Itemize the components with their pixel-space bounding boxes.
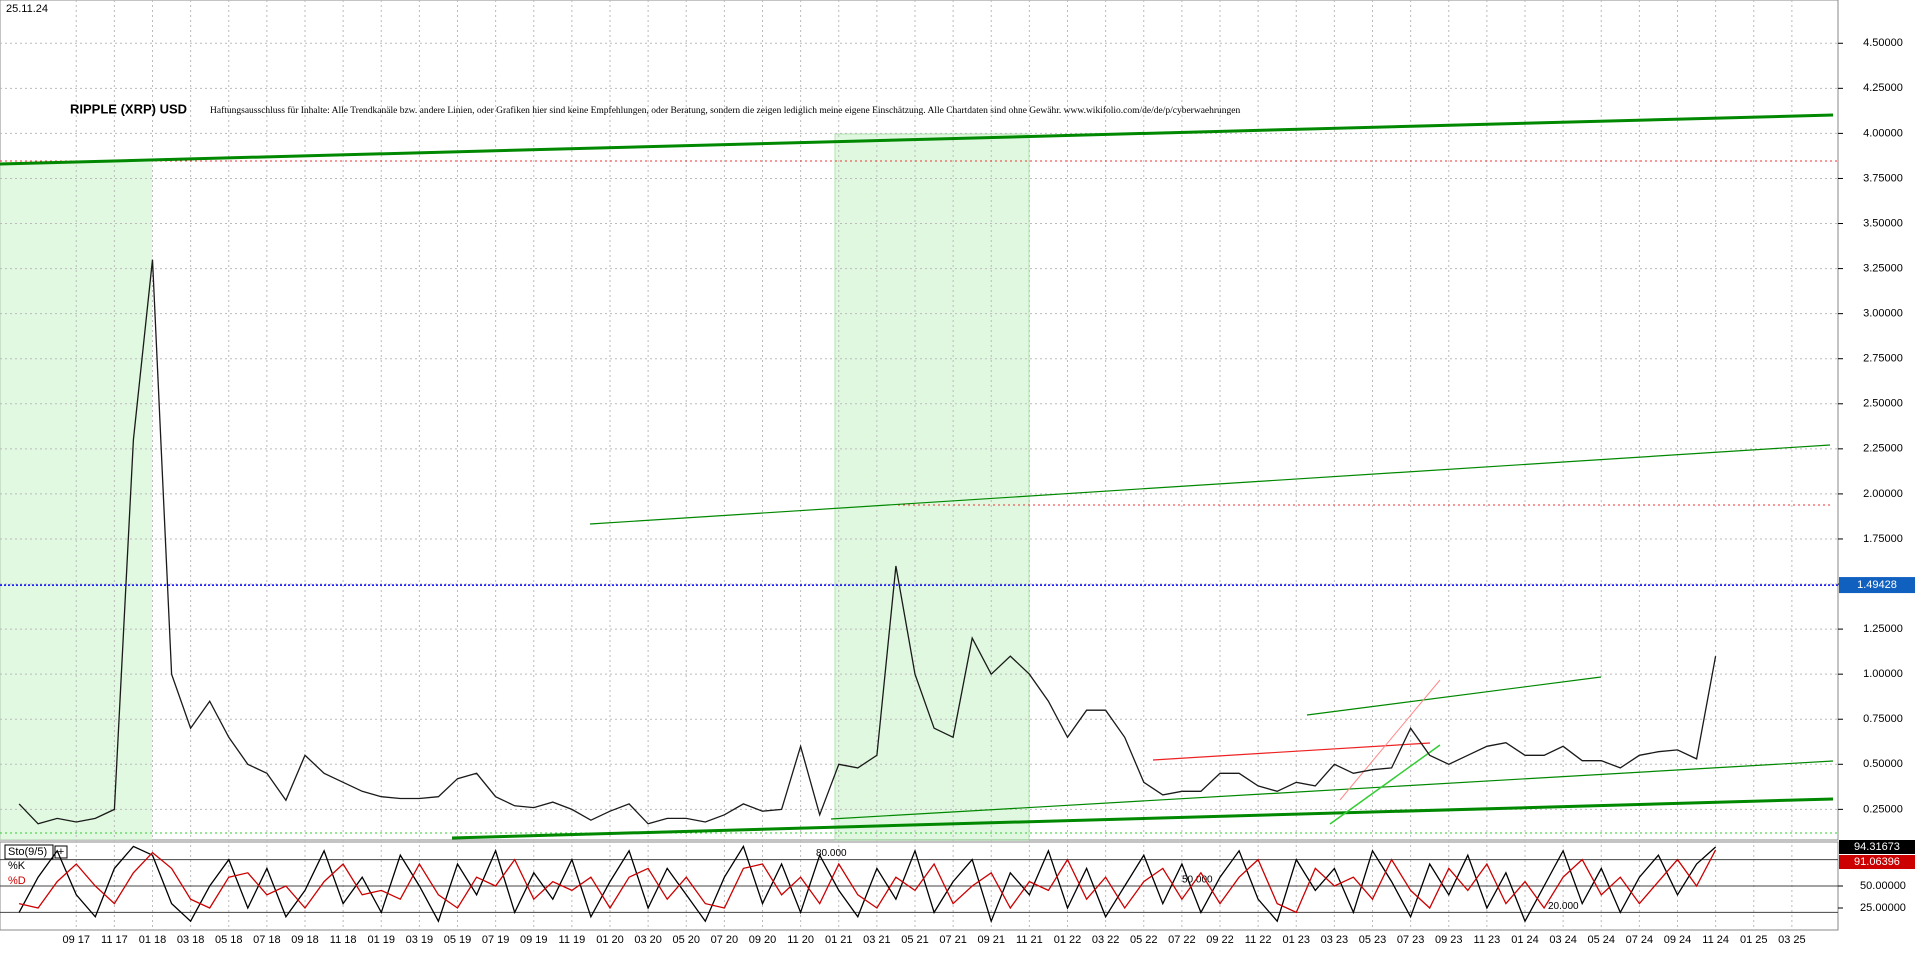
highlight-zone bbox=[834, 133, 1030, 841]
x-tick-label: 05 21 bbox=[901, 934, 929, 946]
legend-entry: %D bbox=[8, 875, 26, 887]
y-tick-label: 1.25000 bbox=[1863, 623, 1903, 635]
y-tick-label: 50.00000 bbox=[1860, 880, 1906, 892]
x-tick-label: 01 21 bbox=[825, 934, 853, 946]
x-tick-label: 03 24 bbox=[1549, 934, 1577, 946]
x-tick-label: 07 18 bbox=[253, 934, 281, 946]
last-price-label: 1.49428 bbox=[1857, 579, 1897, 591]
date-label: 25.11.24 bbox=[6, 3, 48, 15]
indicator-box bbox=[4, 844, 54, 860]
x-tick-label: 05 18 bbox=[215, 934, 243, 946]
y-tick-label: 3.00000 bbox=[1863, 308, 1903, 320]
x-tick-label: 09 23 bbox=[1435, 934, 1463, 946]
x-tick-label: 03 21 bbox=[863, 934, 891, 946]
x-tick-label: 03 19 bbox=[406, 934, 434, 946]
y-tick-label: 4.00000 bbox=[1863, 127, 1903, 139]
x-tick-label: 01 25 bbox=[1740, 934, 1768, 946]
x-tick-label: 09 17 bbox=[62, 934, 90, 946]
x-tick-label: 03 25 bbox=[1778, 934, 1806, 946]
x-tick-label: 01 20 bbox=[596, 934, 624, 946]
x-tick-label: 09 24 bbox=[1664, 934, 1692, 946]
x-tick-label: 11 17 bbox=[101, 934, 128, 946]
y-tick-label: 3.75000 bbox=[1863, 172, 1903, 184]
x-tick-label: 05 20 bbox=[672, 934, 700, 946]
x-tick-label: 09 20 bbox=[749, 934, 777, 946]
y-tick-label: 25.00000 bbox=[1860, 902, 1906, 914]
x-tick-label: 07 19 bbox=[482, 934, 510, 946]
last-price-box bbox=[1839, 577, 1915, 594]
x-tick-label: 07 23 bbox=[1397, 934, 1425, 946]
trend-line bbox=[830, 760, 1834, 820]
x-tick-label: 11 20 bbox=[787, 934, 814, 946]
x-tick-label: 05 23 bbox=[1359, 934, 1387, 946]
x-tick-label: 09 21 bbox=[977, 934, 1005, 946]
x-tick-label: 03 18 bbox=[177, 934, 205, 946]
x-tick-label: 09 18 bbox=[291, 934, 319, 946]
y-tick-label: 0.25000 bbox=[1863, 803, 1903, 815]
x-tick-label: 09 19 bbox=[520, 934, 548, 946]
y-tick-label: 1.00000 bbox=[1863, 668, 1903, 680]
indicator-title: Sto(9/5) bbox=[8, 846, 47, 858]
grid bbox=[0, 0, 1838, 930]
disclaimer: Haftungsausschluss für Inhalte: Alle Tre… bbox=[210, 105, 1241, 116]
x-tick-label: 03 22 bbox=[1092, 934, 1120, 946]
series-line bbox=[18, 844, 1717, 924]
x-tick-label: 07 21 bbox=[939, 934, 967, 946]
x-tick-label: 11 21 bbox=[1016, 934, 1043, 946]
x-tick-label: 11 22 bbox=[1245, 934, 1272, 946]
trend-line bbox=[1339, 679, 1441, 801]
last-value-box bbox=[1839, 855, 1915, 869]
y-tick-label: 0.50000 bbox=[1863, 758, 1903, 770]
x-tick-label: 05 19 bbox=[444, 934, 472, 946]
y-tick-label: 2.50000 bbox=[1863, 398, 1903, 410]
x-tick-label: 05 24 bbox=[1587, 934, 1615, 946]
x-tick-label: 01 24 bbox=[1511, 934, 1539, 946]
level-label: 80.000 bbox=[816, 848, 847, 859]
series-line bbox=[18, 259, 1717, 825]
y-tick-label: 4.25000 bbox=[1863, 82, 1903, 94]
x-tick-label: 11 18 bbox=[330, 934, 357, 946]
y-tick-label: 2.25000 bbox=[1863, 443, 1903, 455]
last-value-box bbox=[1839, 840, 1915, 855]
legend-entry: %K bbox=[8, 860, 26, 872]
x-tick-label: 03 23 bbox=[1321, 934, 1349, 946]
x-tick-label: 07 20 bbox=[711, 934, 739, 946]
last-value-label: 94.31673 bbox=[1854, 841, 1900, 853]
x-tick-label: 07 24 bbox=[1626, 934, 1654, 946]
level-label: 20.000 bbox=[1548, 901, 1579, 912]
expand-icon[interactable]: + bbox=[58, 846, 64, 858]
last-value-label: 91.06396 bbox=[1854, 856, 1900, 868]
x-tick-label: 11 19 bbox=[559, 934, 586, 946]
chart-title: RIPPLE (XRP) USD bbox=[70, 101, 187, 116]
y-tick-label: 4.50000 bbox=[1863, 37, 1903, 49]
level-label: 50.000 bbox=[1182, 875, 1213, 886]
x-tick-label: 01 18 bbox=[139, 934, 167, 946]
x-tick-label: 05 22 bbox=[1130, 934, 1158, 946]
y-tick-label: 0.75000 bbox=[1863, 713, 1903, 725]
trend-line bbox=[1152, 742, 1431, 761]
trend-line bbox=[0, 113, 1834, 166]
trend-line bbox=[451, 797, 1834, 840]
x-tick-label: 01 23 bbox=[1282, 934, 1310, 946]
x-tick-label: 11 23 bbox=[1474, 934, 1501, 946]
x-tick-label: 09 22 bbox=[1206, 934, 1234, 946]
y-tick-label: 3.50000 bbox=[1863, 217, 1903, 229]
trend-line bbox=[1306, 676, 1602, 716]
x-tick-label: 01 22 bbox=[1054, 934, 1082, 946]
x-tick-label: 03 20 bbox=[634, 934, 662, 946]
x-tick-label: 01 19 bbox=[367, 934, 395, 946]
series-line bbox=[18, 849, 1717, 914]
y-tick-label: 3.25000 bbox=[1863, 262, 1903, 274]
x-tick-label: 11 24 bbox=[1702, 934, 1729, 946]
x-tick-label: 07 22 bbox=[1168, 934, 1196, 946]
trend-line bbox=[1329, 744, 1441, 825]
y-tick-label: 1.75000 bbox=[1863, 533, 1903, 545]
y-tick-label: 2.00000 bbox=[1863, 488, 1903, 500]
y-tick-label: 2.75000 bbox=[1863, 353, 1903, 365]
trend-line bbox=[589, 444, 1831, 525]
